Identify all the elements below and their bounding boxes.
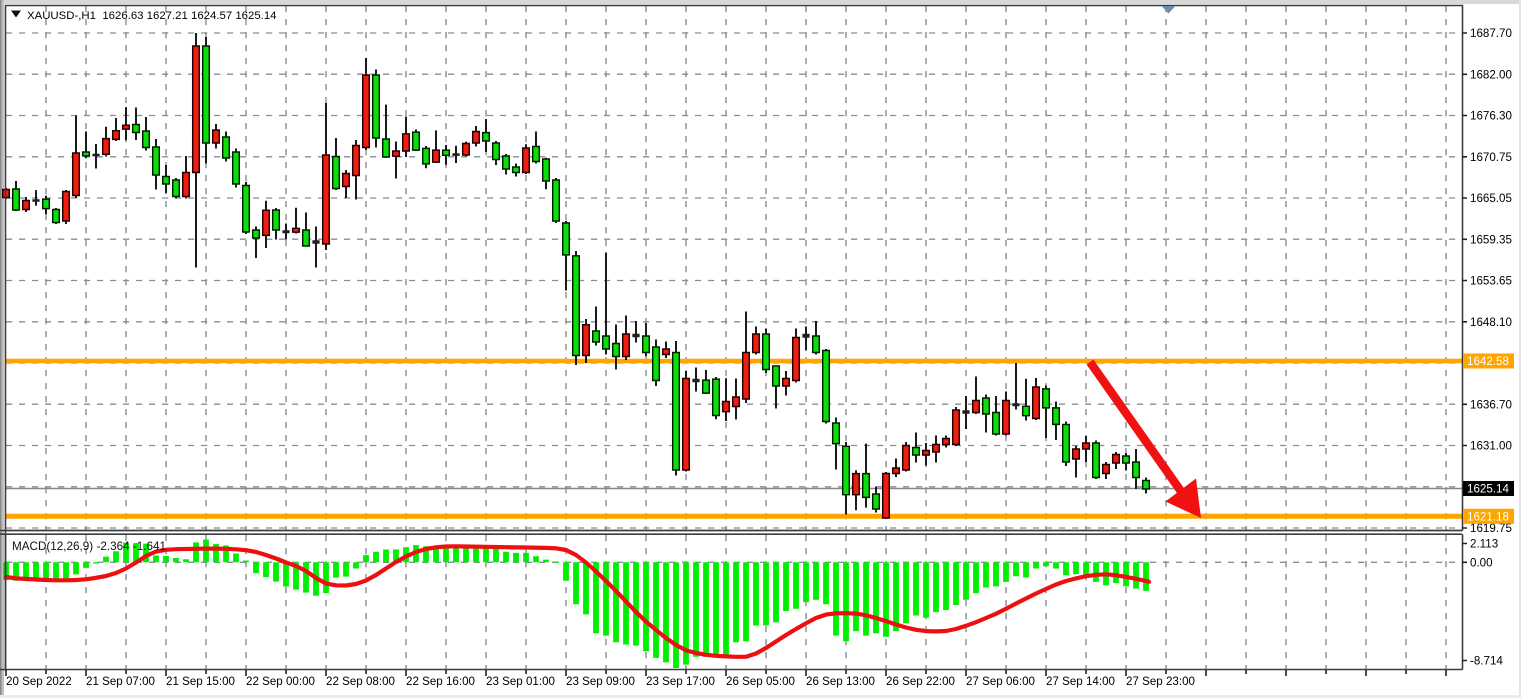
svg-text:1687.70: 1687.70 [1470, 27, 1512, 40]
svg-text:1642.58: 1642.58 [1467, 355, 1509, 368]
svg-text:1670.75: 1670.75 [1470, 151, 1512, 164]
svg-text:1682.00: 1682.00 [1470, 69, 1512, 82]
svg-text:20 Sep 2022: 20 Sep 2022 [6, 675, 72, 688]
svg-text:22 Sep 00:00: 22 Sep 00:00 [246, 675, 315, 688]
svg-text:26 Sep 22:00: 26 Sep 22:00 [886, 675, 955, 688]
svg-text:1619.75: 1619.75 [1470, 522, 1512, 535]
svg-text:0.00: 0.00 [1470, 557, 1493, 570]
svg-text:1621.18: 1621.18 [1467, 511, 1509, 524]
svg-text:22 Sep 08:00: 22 Sep 08:00 [326, 675, 395, 688]
svg-text:27 Sep 23:00: 27 Sep 23:00 [1126, 675, 1195, 688]
svg-text:1625.14: 1625.14 [1467, 483, 1509, 496]
svg-text:1631.00: 1631.00 [1470, 440, 1512, 453]
svg-text:1676.30: 1676.30 [1470, 110, 1512, 123]
svg-text:26 Sep 13:00: 26 Sep 13:00 [806, 675, 875, 688]
svg-text:1636.70: 1636.70 [1470, 399, 1512, 412]
svg-text:1659.35: 1659.35 [1470, 234, 1512, 247]
svg-text:26 Sep 05:00: 26 Sep 05:00 [726, 675, 795, 688]
svg-text:2.113: 2.113 [1470, 538, 1498, 551]
svg-text:21 Sep 15:00: 21 Sep 15:00 [166, 675, 235, 688]
svg-text:1653.65: 1653.65 [1470, 275, 1512, 288]
svg-text:1665.05: 1665.05 [1470, 192, 1512, 205]
svg-text:23 Sep 09:00: 23 Sep 09:00 [566, 675, 635, 688]
svg-text:22 Sep 16:00: 22 Sep 16:00 [406, 675, 475, 688]
svg-text:27 Sep 14:00: 27 Sep 14:00 [1046, 675, 1115, 688]
svg-text:27 Sep 06:00: 27 Sep 06:00 [966, 675, 1035, 688]
svg-text:MACD(12,26,9) -2.364 -1.641: MACD(12,26,9) -2.364 -1.641 [12, 540, 166, 553]
svg-text:XAUUSD-,H1 1626.63 1627.21 16: XAUUSD-,H1 1626.63 1627.21 1624.57 1625.… [27, 10, 277, 22]
svg-text:23 Sep 01:00: 23 Sep 01:00 [486, 675, 555, 688]
svg-text:21 Sep 07:00: 21 Sep 07:00 [86, 675, 155, 688]
svg-text:23 Sep 17:00: 23 Sep 17:00 [646, 675, 715, 688]
svg-text:-8.714: -8.714 [1470, 655, 1503, 668]
svg-text:1648.10: 1648.10 [1470, 316, 1512, 329]
